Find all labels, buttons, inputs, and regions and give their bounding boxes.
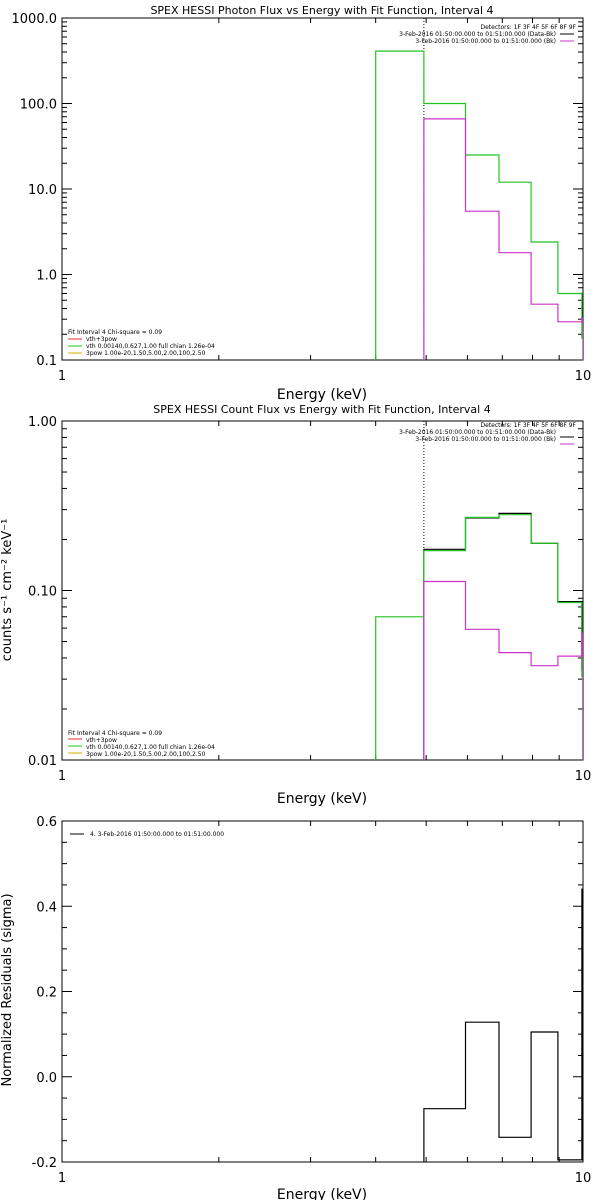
count-flux-xlabel: Energy (keV) bbox=[277, 791, 367, 807]
photon-flux-fit-header: Fit Interval 4 Chi-square = 0.09 bbox=[68, 329, 162, 336]
photon-flux-y-tick-label: 100.0 bbox=[20, 98, 57, 113]
photon-flux-y-tick-label: 1000.0 bbox=[12, 12, 58, 27]
photon-flux-fit-label: vth 0.00140,0.627,1.00 full chian 1.26e-… bbox=[86, 343, 215, 350]
count-flux-fit-label: 3pow 1.00e-20,1.50,5.00,2.00,100,2.50 bbox=[86, 751, 206, 758]
residuals-x-tick-label: 1 bbox=[58, 1171, 66, 1186]
photon-flux-legend-header: Detectors: 1F 3F 4F 5F 6F 8F 9F bbox=[480, 24, 576, 31]
count-flux-x-tick-label: 10 bbox=[575, 769, 592, 784]
residuals-xlabel: Energy (keV) bbox=[277, 1187, 367, 1200]
residuals-panel: Energy (keV) Normalized Residuals (sigma… bbox=[0, 815, 591, 1200]
count-flux-x-tick-label: 1 bbox=[58, 769, 66, 784]
photon-flux-xlabel: Energy (keV) bbox=[277, 387, 367, 403]
residuals-y-tick-label: -0.2 bbox=[32, 1156, 57, 1171]
count-flux-y-tick-label: 1.00 bbox=[28, 415, 57, 430]
count-flux-title: SPEX HESSI Count Flux vs Energy with Fit… bbox=[153, 403, 490, 416]
photon-flux-fit-label: vth+3pow bbox=[86, 336, 117, 343]
photon-flux-x-tick-label: 10 bbox=[575, 369, 592, 384]
photon-flux-panel: SPEX HESSI Photon Flux vs Energy with Fi… bbox=[12, 4, 592, 403]
count-flux-legend-label: 3-Feb-2016 01:50:00.000 to 01:51:00.000 … bbox=[399, 429, 556, 436]
count-flux-ylabel: counts s⁻¹ cm⁻² keV⁻¹ bbox=[0, 519, 15, 662]
photon-flux-y-tick-label: 1.0 bbox=[36, 269, 57, 284]
residuals-y-tick-label: 0.6 bbox=[36, 815, 57, 830]
residuals-x-tick-label: 10 bbox=[575, 1171, 592, 1186]
count-flux-series-2-histogram bbox=[423, 580, 583, 760]
residuals-legend-label: 4. 3-Feb-2016 01:50:00.000 to 01:51:00.0… bbox=[90, 831, 224, 838]
count-flux-legend-label: 3-Feb-2016 01:50:00.000 to 01:51:00.000 … bbox=[415, 436, 556, 443]
count-flux-fit-label: vth+3pow bbox=[86, 737, 117, 744]
photon-flux-series-1-histogram bbox=[423, 118, 583, 360]
residuals-series-0-histogram bbox=[423, 888, 583, 1162]
residuals-y-tick-label: 0.0 bbox=[36, 1071, 57, 1086]
count-flux-fit-header: Fit Interval 4 Chi-square = 0.09 bbox=[68, 730, 162, 737]
photon-flux-title: SPEX HESSI Photon Flux vs Energy with Fi… bbox=[150, 4, 493, 17]
count-flux-panel: SPEX HESSI Count Flux vs Energy with Fit… bbox=[0, 403, 591, 807]
photon-flux-x-tick-label: 1 bbox=[58, 369, 66, 384]
residuals-y-tick-label: 0.4 bbox=[36, 900, 57, 915]
residuals-ylabel: Normalized Residuals (sigma) bbox=[0, 893, 15, 1086]
count-flux-y-tick-label: 0.10 bbox=[28, 585, 57, 600]
photon-flux-series-0-histogram bbox=[375, 50, 583, 360]
count-flux-y-tick-label: 0.01 bbox=[28, 754, 57, 769]
photon-flux-fit-label: 3pow 1.00e-20,1.50,5.00,2.00,100,2.50 bbox=[86, 350, 206, 357]
count-flux-legend-header: Detectors: 1F 3F 4F 5F 6F 8F 9F bbox=[480, 422, 576, 429]
photon-flux-legend-label: 3-Feb-2016 01:50:00.000 to 01:51:00.000 … bbox=[415, 38, 556, 45]
photon-flux-y-tick-label: 10.0 bbox=[28, 183, 57, 198]
residuals-y-tick-label: 0.2 bbox=[36, 986, 57, 1001]
count-flux-fit-label: vth 0.00140,0.627,1.00 full chian 1.26e-… bbox=[86, 744, 215, 751]
photon-flux-legend-label: 3-Feb-2016 01:50:00.000 to 01:51:00.000 … bbox=[399, 31, 556, 38]
photon-flux-y-tick-label: 0.1 bbox=[36, 354, 57, 369]
